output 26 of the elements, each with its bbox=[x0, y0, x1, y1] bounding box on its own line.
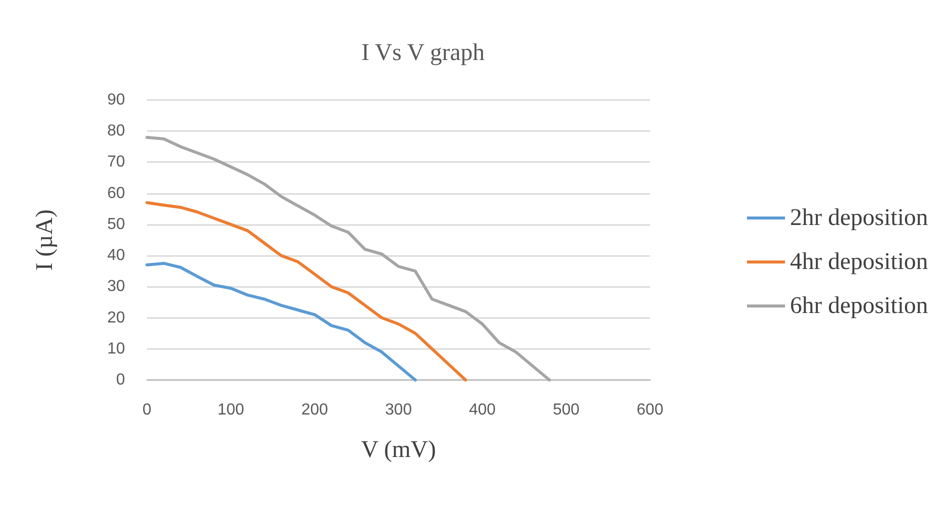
x-tick-label: 500 bbox=[552, 402, 580, 418]
y-tick-label: 10 bbox=[107, 340, 126, 358]
y-tick-label: 70 bbox=[107, 154, 126, 171]
legend-label: 4hr deposition bbox=[790, 249, 928, 275]
y-tick-label: 20 bbox=[107, 309, 126, 326]
line-series bbox=[146, 201, 468, 382]
line-series bbox=[146, 262, 417, 382]
y-tick-label: 0 bbox=[116, 372, 126, 388]
x-tick-label: 400 bbox=[468, 402, 496, 418]
x-tick-label: 300 bbox=[385, 402, 412, 418]
y-tick-label: 80 bbox=[107, 122, 126, 140]
chart-title: I Vs V graph bbox=[361, 40, 485, 66]
y-tick-label: 50 bbox=[107, 216, 126, 233]
x-axis-title: V (mV) bbox=[361, 437, 436, 463]
y-axis-title: I (µA) bbox=[32, 209, 58, 271]
legend-label: 6hr deposition bbox=[790, 293, 928, 319]
y-tick-label: 60 bbox=[107, 184, 126, 202]
y-tick-label: 90 bbox=[107, 92, 126, 108]
line-series bbox=[146, 136, 551, 382]
x-tick-label: 200 bbox=[301, 402, 328, 418]
y-tick-label: 30 bbox=[107, 278, 126, 296]
x-tick-label: 0 bbox=[142, 402, 152, 418]
x-tick-label: 100 bbox=[217, 402, 244, 418]
y-tick-label: 40 bbox=[107, 247, 126, 264]
x-tick-label: 600 bbox=[636, 402, 664, 418]
legend-label: 2hr deposition bbox=[790, 205, 928, 231]
